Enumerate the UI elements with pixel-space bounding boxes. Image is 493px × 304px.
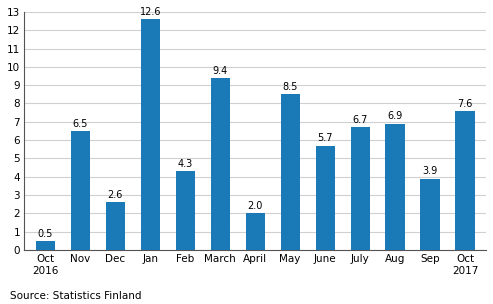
Text: 9.4: 9.4 (212, 66, 228, 76)
Text: 0.5: 0.5 (37, 229, 53, 239)
Bar (281, 94, 300, 250)
Text: 4.3: 4.3 (177, 159, 193, 169)
Bar (456, 111, 475, 250)
Text: 6.9: 6.9 (387, 112, 403, 121)
Text: 2.6: 2.6 (107, 190, 123, 200)
Bar (106, 202, 125, 250)
Text: 6.7: 6.7 (352, 115, 368, 125)
Bar (316, 146, 335, 250)
Text: 7.6: 7.6 (458, 98, 473, 109)
Bar (386, 124, 405, 250)
Bar (70, 131, 90, 250)
Text: 3.9: 3.9 (423, 166, 438, 176)
Text: 5.7: 5.7 (317, 133, 333, 143)
Bar (141, 19, 160, 250)
Bar (351, 127, 370, 250)
Text: Source: Statistics Finland: Source: Statistics Finland (10, 291, 141, 301)
Text: 2.0: 2.0 (247, 201, 263, 211)
Bar (246, 213, 265, 250)
Bar (176, 171, 195, 250)
Text: 12.6: 12.6 (140, 7, 161, 17)
Bar (35, 241, 55, 250)
Text: 8.5: 8.5 (282, 82, 298, 92)
Bar (421, 178, 440, 250)
Text: 6.5: 6.5 (72, 119, 88, 129)
Bar (211, 78, 230, 250)
